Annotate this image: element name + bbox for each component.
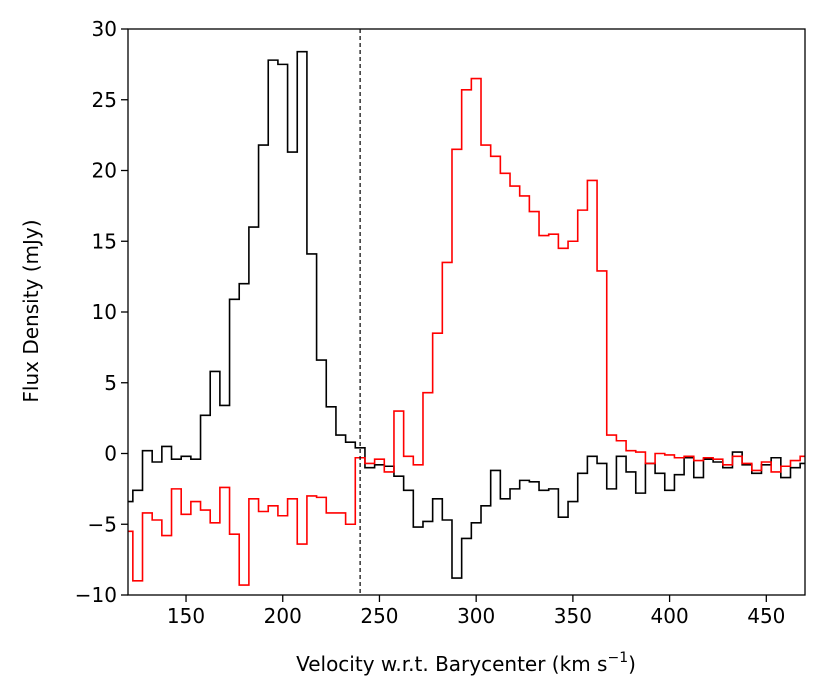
axis-ticks: 150 200 250 300 350 400 450 −10 −5 0 5 10 15 20 25 30 bbox=[75, 17, 786, 628]
x-axis-label-suffix: ) bbox=[628, 652, 636, 676]
x-axis-label-text: Velocity w.r.t. Barycenter (km s bbox=[296, 652, 607, 676]
y-tick-label: 30 bbox=[92, 17, 117, 41]
y-tick-label: 10 bbox=[92, 300, 117, 324]
x-tick-label: 400 bbox=[651, 604, 689, 628]
y-tick-label: −10 bbox=[75, 583, 117, 607]
y-tick-label: 5 bbox=[104, 371, 117, 395]
x-tick-label: 200 bbox=[264, 604, 302, 628]
x-axis-label-superscript: −1 bbox=[607, 650, 628, 666]
y-tick-label: −5 bbox=[88, 512, 117, 536]
plot-area bbox=[128, 29, 805, 595]
x-tick-label: 300 bbox=[457, 604, 495, 628]
series-line-0 bbox=[128, 50, 805, 579]
x-tick-label: 150 bbox=[167, 604, 205, 628]
x-tick-label: 350 bbox=[554, 604, 592, 628]
y-axis-label: Flux Density (mJy) bbox=[19, 219, 43, 402]
y-tick-label: 20 bbox=[92, 159, 117, 183]
x-tick-label: 250 bbox=[360, 604, 398, 628]
x-axis-label: Velocity w.r.t. Barycenter (km s−1) bbox=[296, 650, 636, 676]
series-line-1 bbox=[128, 77, 805, 586]
y-tick-label: 25 bbox=[92, 88, 117, 112]
y-tick-label: 0 bbox=[104, 442, 117, 466]
plot-frame bbox=[127, 28, 806, 596]
x-tick-label: 450 bbox=[747, 604, 785, 628]
y-tick-label: 15 bbox=[92, 229, 117, 253]
